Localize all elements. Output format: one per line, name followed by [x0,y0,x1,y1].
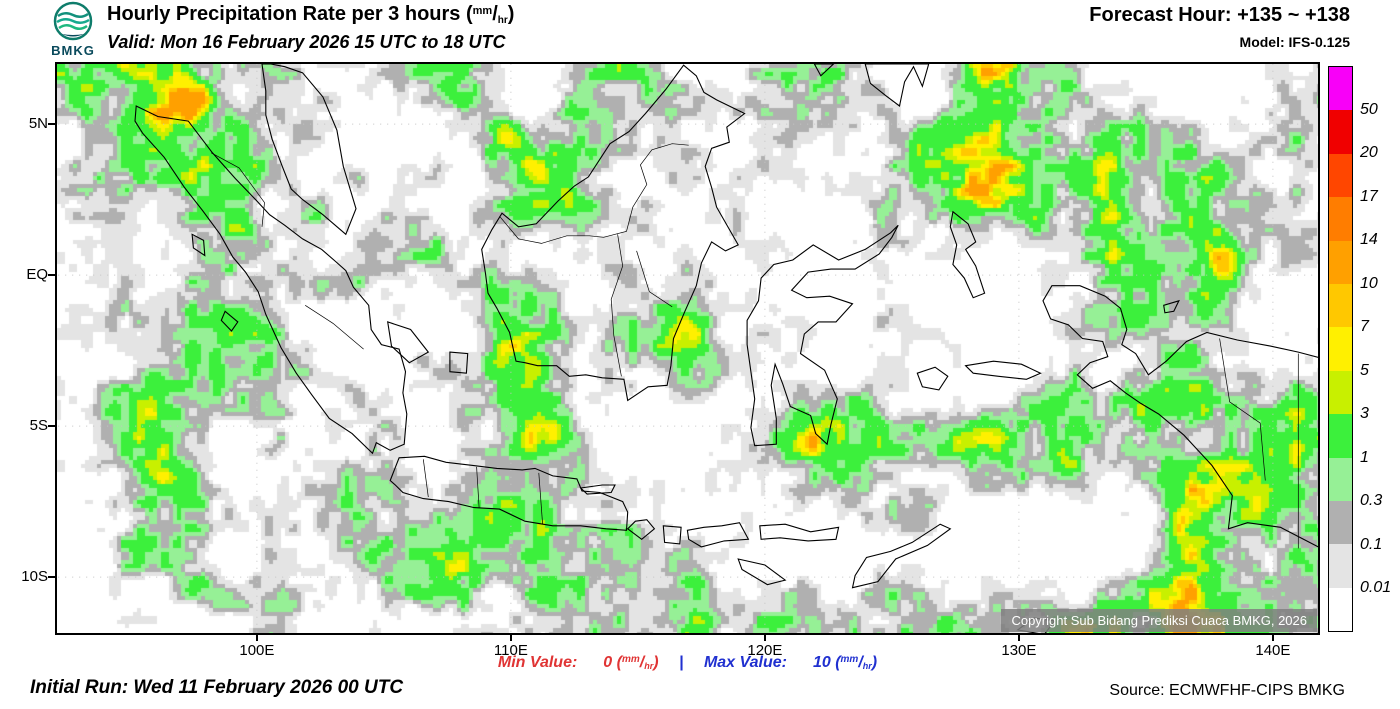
legend-value-label: 50 [1360,100,1378,118]
coastlines-overlay [57,64,1318,633]
legend-value-label: 17 [1360,187,1378,205]
page-title: Hourly Precipitation Rate per 3 hours (m… [107,3,514,26]
lat-axis-label: 10S [21,568,48,586]
bmkg-logo: BMKG [44,1,102,59]
lon-axis-label: 130E [1001,642,1037,659]
legend-value-label: 7 [1360,318,1369,336]
legend-value-label: 0.3 [1360,492,1383,510]
legend-segment [1329,544,1352,588]
title-unit: (mm/hr) [465,3,515,26]
legend-value-label: 10 [1360,274,1378,292]
copyright-badge: Copyright Sub Bidang Prediksi Cuaca BMKG… [1001,609,1317,632]
min-value-group: Min Value: 0 (mm/hr) [497,654,659,671]
initial-run-label: Initial Run: Wed 11 February 2026 00 UTC [30,677,404,698]
forecast-hour-label: Forecast Hour: +135 ~ +138 [1089,4,1350,26]
model-label: Model: IFS-0.125 [1239,34,1350,50]
coastlines [134,64,1318,633]
lat-tick [48,274,55,277]
legend-segment [1329,414,1352,458]
legend-segment [1329,240,1352,284]
legend-value-label: 5 [1360,361,1369,379]
lat-axis-label: 5S [29,417,48,435]
lat-axis-label: EQ [26,266,48,284]
legend-segment [1329,587,1352,632]
legend-value-label: 0.01 [1360,579,1392,597]
precipitation-field [57,64,1318,633]
source-label: Source: ECMWFHF-CIPS BMKG [1109,682,1345,699]
legend-segment [1329,153,1352,198]
legend-value-label: 14 [1360,231,1378,249]
legend-segment [1329,370,1352,415]
title-block: Hourly Precipitation Rate per 3 hours (m… [107,3,514,53]
lat-tick [48,123,55,126]
bmkg-logo-icon [53,1,93,41]
lon-tick [763,635,766,641]
lat-axis-label: 5N [28,115,48,133]
graticule [57,64,1318,633]
precip-legend-colorbar [1328,66,1353,632]
lat-tick [48,425,55,428]
lon-tick [509,635,512,641]
legend-value-label: 20 [1360,144,1378,162]
legend-value-label: 0.1 [1360,535,1383,553]
legend-segment [1329,67,1352,111]
lon-axis-label: 120E [747,642,783,659]
legend-segment [1329,500,1352,545]
lon-tick [1271,635,1274,641]
legend-segment [1329,197,1352,241]
admin-borders [211,143,1299,549]
legend-segment [1329,457,1352,501]
lat-tick [48,576,55,579]
max-value-group: Max Value: 10 (mm/hr) [703,654,878,671]
legend-value-label: 3 [1360,405,1369,423]
legend-segment [1329,283,1352,328]
legend-segment [1329,110,1352,154]
lon-axis-label: 100E [239,642,275,659]
lon-tick [255,635,258,641]
map-frame: Copyright Sub Bidang Prediksi Cuaca BMKG… [55,62,1320,635]
logo-label: BMKG [51,43,95,58]
legend-segment [1329,327,1352,371]
lon-axis-label: 110E [493,642,528,659]
lon-tick [1017,635,1020,641]
valid-time-label: Valid: Mon 16 February 2026 15 UTC to 18… [107,32,506,52]
legend-value-label: 1 [1360,448,1369,466]
forecast-info-block: Forecast Hour: +135 ~ +138 Model: IFS-0.… [1089,4,1350,50]
minmax-separator: | [679,654,684,671]
lon-axis-label: 140E [1255,642,1291,659]
title-text: Hourly Precipitation Rate per 3 hours [107,3,461,25]
minmax-line: Min Value: 0 (mm/hr) | Max Value: 10 (mm/h… [55,654,1320,672]
